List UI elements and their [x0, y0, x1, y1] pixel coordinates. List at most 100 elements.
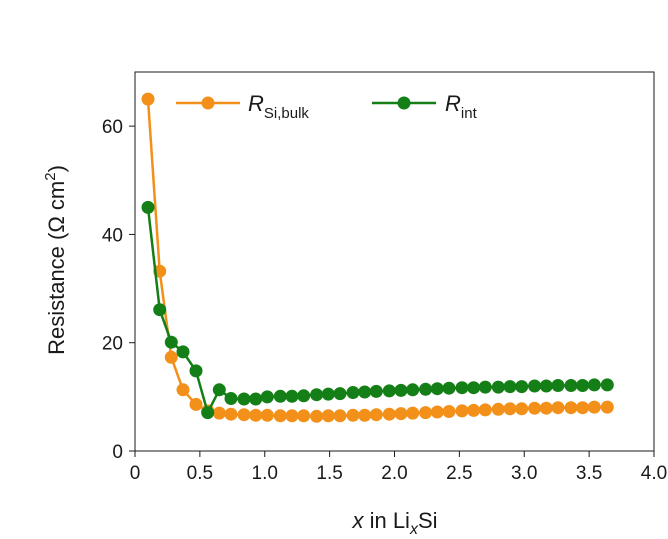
- data-point: [587, 400, 601, 414]
- data-point: [285, 389, 299, 403]
- x-tick-label: 1.5: [316, 463, 342, 484]
- data-point: [564, 379, 578, 392]
- legend-marker-rsibulk: [201, 96, 215, 110]
- data-point: [321, 387, 335, 401]
- data-point: [176, 383, 190, 397]
- data-point: [189, 364, 203, 378]
- data-point: [600, 400, 614, 414]
- series-line: [146, 99, 608, 418]
- data-point: [455, 404, 469, 418]
- legend-label-rint: Rint: [445, 91, 478, 122]
- data-point: [551, 379, 565, 392]
- data-point: [503, 402, 517, 416]
- data-point: [249, 392, 263, 406]
- data-point: [455, 381, 469, 395]
- data-point: [273, 389, 287, 403]
- data-point: [358, 385, 372, 399]
- x-tick-label: 2.5: [446, 463, 472, 484]
- data-point: [369, 408, 383, 422]
- data-point: [442, 381, 456, 395]
- axis-ticks: 0 0.5 1.0 1.5 2.0 2.5 3.0 3.5 4.0 0 20 40 60: [102, 117, 667, 484]
- data-point: [539, 379, 553, 393]
- data-point: [382, 407, 396, 421]
- data-point: [164, 350, 178, 364]
- series-layer: [141, 92, 614, 423]
- data-point: [358, 408, 372, 422]
- data-point: [430, 382, 444, 396]
- data-point: [406, 383, 420, 397]
- data-point: [491, 402, 505, 416]
- data-point: [515, 402, 529, 416]
- data-point: [394, 407, 408, 421]
- data-point: [212, 383, 226, 397]
- legend-item-rint: Rint: [372, 91, 478, 122]
- data-point: [310, 388, 324, 402]
- data-point: [369, 384, 383, 398]
- x-tick-label: 3.0: [511, 463, 537, 484]
- x-tick-label: 4.0: [641, 463, 667, 484]
- data-point: [224, 407, 238, 421]
- y-axis-title: Resistance (Ω cm2): [42, 165, 69, 355]
- data-point: [164, 335, 178, 349]
- data-point: [346, 408, 360, 422]
- data-point: [224, 392, 238, 405]
- data-point: [346, 386, 360, 399]
- data-point: [141, 92, 155, 106]
- legend-item-rsibulk: RSi,bulk: [176, 91, 309, 122]
- data-point: [587, 378, 601, 392]
- data-point: [273, 409, 287, 423]
- data-point: [515, 380, 529, 394]
- data-point: [419, 382, 433, 396]
- data-point: [528, 379, 542, 393]
- data-point: [442, 405, 456, 418]
- data-point: [419, 406, 433, 420]
- data-point: [153, 303, 167, 317]
- x-tick-label: 2.0: [381, 463, 407, 484]
- y-tick-label: 60: [102, 117, 123, 138]
- data-point: [551, 401, 565, 415]
- data-point: [260, 408, 274, 422]
- y-tick-label: 40: [102, 225, 123, 246]
- data-point: [212, 406, 226, 420]
- data-point: [237, 392, 251, 406]
- data-point: [382, 384, 396, 398]
- data-point: [430, 405, 444, 419]
- x-tick-label: 0: [130, 463, 141, 484]
- x-tick-label: 1.0: [252, 463, 278, 484]
- y-tick-label: 20: [102, 334, 123, 355]
- data-point: [141, 200, 155, 214]
- data-point: [237, 408, 251, 422]
- series-1: [141, 200, 614, 420]
- data-point: [189, 397, 203, 411]
- data-point: [260, 390, 274, 404]
- data-point: [285, 409, 299, 423]
- data-point: [394, 383, 408, 397]
- data-point: [576, 401, 590, 415]
- legend: RSi,bulk Rint: [176, 91, 478, 122]
- legend-marker-rint: [397, 96, 411, 110]
- data-point: [528, 401, 542, 415]
- data-point: [176, 345, 190, 359]
- legend-label-rsibulk: RSi,bulk: [248, 91, 309, 122]
- data-point: [201, 406, 215, 420]
- series-0: [141, 92, 614, 423]
- data-point: [478, 380, 492, 394]
- data-point: [564, 401, 578, 415]
- data-point: [478, 403, 492, 417]
- data-point: [249, 408, 263, 422]
- data-point: [503, 380, 517, 394]
- data-point: [333, 409, 347, 423]
- data-point: [333, 387, 347, 401]
- data-point: [297, 389, 311, 403]
- data-point: [297, 409, 311, 423]
- data-point: [576, 379, 590, 392]
- data-point: [600, 378, 614, 392]
- data-point: [406, 406, 420, 420]
- data-point: [467, 403, 481, 417]
- y-tick-label: 0: [112, 442, 123, 463]
- data-point: [321, 409, 335, 423]
- data-point: [491, 380, 505, 394]
- data-point: [467, 381, 481, 395]
- x-tick-label: 3.5: [576, 463, 602, 484]
